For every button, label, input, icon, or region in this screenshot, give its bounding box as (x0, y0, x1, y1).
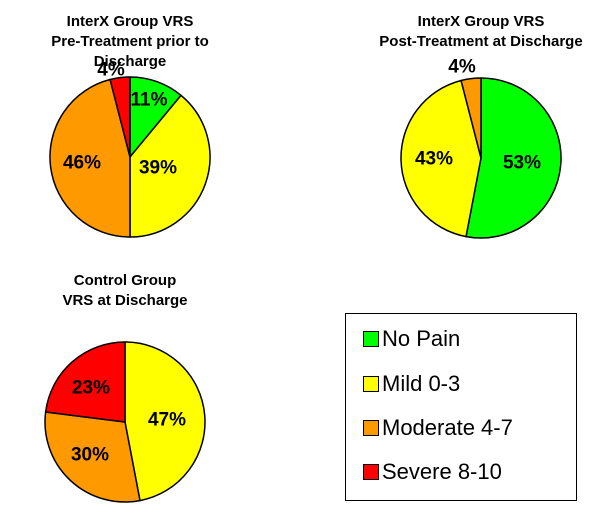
pie-slice-severe-8-10 (109, 76, 131, 158)
pie-slice-no-pain (465, 77, 562, 239)
pie-slice-moderate-4-7 (460, 77, 482, 159)
pie-data-label: 30% (71, 445, 109, 466)
pie-data-label: 46% (63, 153, 101, 174)
legend-label-severe: Severe 8-10 (382, 459, 502, 484)
pie-slice-mild-0-3 (124, 341, 206, 502)
legend-swatch-moderate (363, 420, 379, 436)
pie-slice-severe-8-10 (44, 341, 126, 423)
legend-label-mild: Mild 0-3 (382, 371, 461, 396)
chart-1-title-line-1: InterX Group VRS (66, 13, 194, 30)
legend-swatch-severe (363, 464, 379, 480)
legend-item-no-pain: No Pain (363, 324, 460, 354)
legend-item-mild: Mild 0-3 (363, 369, 460, 399)
pie-slice-moderate-4-7 (49, 78, 131, 238)
pie-data-label: 47% (148, 410, 186, 431)
pie-data-label: 23% (72, 378, 110, 399)
legend-swatch-no-pain (363, 331, 379, 347)
legend-item-moderate: Moderate 4-7 (363, 413, 513, 443)
chart-legend: No Pain Mild 0-3 Moderate 4-7 Severe 8-1… (345, 313, 577, 501)
chart-3-title: Control Group VRS at Discharge (20, 271, 230, 311)
pie-data-label: 53% (503, 153, 541, 174)
pie-slice-mild-0-3 (400, 79, 482, 238)
legend-item-severe: Severe 8-10 (363, 457, 502, 487)
pie-data-label: 39% (139, 158, 177, 179)
chart-2-title-line-2: Post-Treatment at Discharge (379, 33, 583, 50)
pie-data-label: 4% (97, 60, 125, 81)
legend-swatch-mild (363, 376, 379, 392)
legend-label-no-pain: No Pain (382, 326, 461, 351)
pie-slice-moderate-4-7 (44, 411, 141, 503)
pie-data-label: 11% (131, 90, 168, 111)
chart-1-title: InterX Group VRS Pre-Treatment prior to … (20, 12, 240, 72)
chart-3-title-line-1: Control Group (73, 272, 177, 289)
chart-2-title-line-1: InterX Group VRS (417, 13, 545, 30)
legend-label-moderate: Moderate 4-7 (382, 415, 513, 440)
pie-data-label: 43% (415, 149, 453, 170)
pie-data-label: 4% (448, 57, 476, 78)
chart-3-title-line-2: VRS at Discharge (62, 292, 188, 309)
chart-2-title: InterX Group VRS Post-Treatment at Disch… (362, 12, 600, 52)
pie-slice-mild-0-3 (129, 94, 211, 238)
chart-1-title-line-2: Pre-Treatment prior to Discharge (51, 33, 209, 70)
